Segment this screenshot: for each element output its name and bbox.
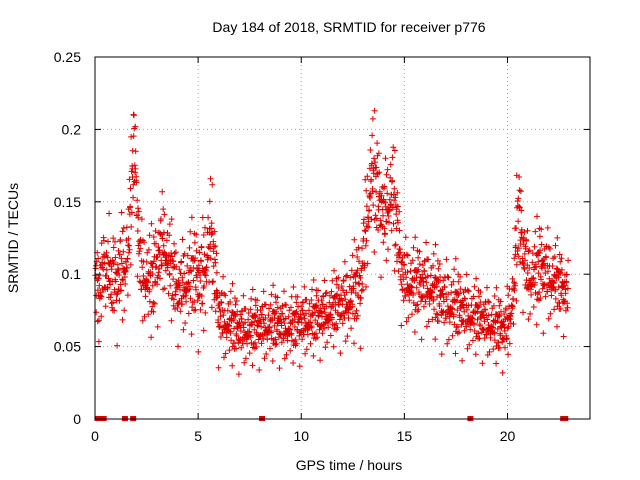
grid-lines [95, 57, 590, 419]
y-tick-label: 0.1 [62, 266, 82, 282]
y-tick-label: 0.05 [54, 339, 81, 355]
chart-title: Day 184 of 2018, SRMTID for receiver p77… [212, 19, 485, 35]
x-axis-label: GPS time / hours [296, 457, 403, 473]
data-points [92, 107, 572, 378]
plot-frame [94, 56, 591, 420]
srmtid-series-points [92, 107, 572, 378]
y-tick-label: 0.2 [62, 121, 82, 137]
x-tick-label: 5 [194, 428, 202, 444]
y-tick-label: 0 [73, 411, 81, 427]
x-tick-label: 10 [293, 428, 309, 444]
axis-ticks: 0 5 10 15 20 0 0.05 0.1 0.15 0.2 0.25 [54, 49, 590, 444]
y-axis-label: SRMTID / TECUs [5, 183, 21, 293]
y-tick-label: 0.25 [54, 49, 81, 65]
y-tick-label: 0.15 [54, 194, 81, 210]
x-tick-label: 15 [397, 428, 413, 444]
x-tick-label: 0 [91, 428, 99, 444]
x-tick-label: 20 [500, 428, 516, 444]
